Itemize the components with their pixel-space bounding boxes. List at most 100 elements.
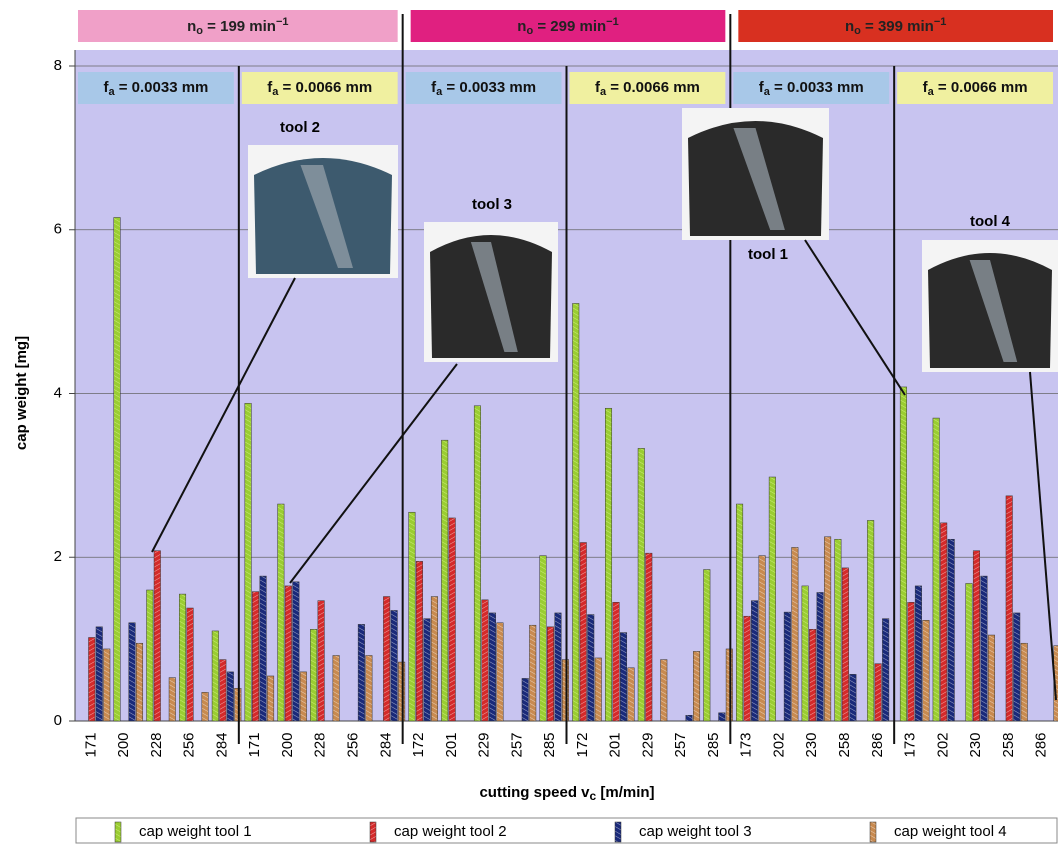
x-tick-label: 173 <box>738 732 755 757</box>
bar <box>932 417 940 722</box>
text: = 0.0066 mm <box>606 79 700 96</box>
x-tick-label: 230 <box>803 732 820 757</box>
x-tick-label: 229 <box>476 732 493 757</box>
bar <box>415 561 423 722</box>
bar <box>612 602 620 722</box>
bar <box>660 659 668 722</box>
bar <box>736 503 744 722</box>
bar <box>398 661 406 722</box>
feed-box <box>733 72 890 104</box>
bar <box>693 651 701 722</box>
bar <box>561 659 569 722</box>
x-tick-label: 257 <box>508 732 525 757</box>
bar <box>252 591 260 722</box>
bar <box>136 642 144 722</box>
bar <box>219 659 227 722</box>
tool-photo <box>248 145 398 278</box>
bar <box>758 555 766 722</box>
bar <box>357 624 365 722</box>
bar <box>824 536 832 722</box>
bar <box>521 678 529 722</box>
speed-group-box <box>78 10 398 42</box>
bar <box>448 517 456 722</box>
x-tick-label: 257 <box>672 732 689 757</box>
bar <box>751 600 759 722</box>
tool-photo <box>922 240 1058 372</box>
symbol: n <box>517 18 526 35</box>
x-tick-label: 172 <box>574 732 591 757</box>
bar <box>146 589 154 722</box>
bar <box>390 610 398 722</box>
legend-swatch <box>114 821 122 843</box>
x-tick-label: 284 <box>213 732 230 757</box>
feed-label: fa = 0.0033 mm <box>103 79 208 98</box>
legend-label: cap weight tool 4 <box>894 823 1007 840</box>
bar <box>572 303 580 722</box>
feed-box <box>897 72 1053 104</box>
symbol: n <box>845 18 854 35</box>
symbol: f <box>267 79 273 96</box>
bar <box>481 599 489 722</box>
bar <box>179 593 187 722</box>
x-tick-label: 285 <box>705 732 722 757</box>
bar <box>645 552 653 722</box>
legend-swatch <box>614 821 622 843</box>
text: = 399 min <box>861 18 934 35</box>
bar <box>299 671 307 722</box>
bar <box>259 575 267 722</box>
x-tick-label: 286 <box>869 732 886 757</box>
bar <box>310 629 318 722</box>
x-tick-label: 172 <box>410 732 427 757</box>
speed-group-label: no = 299 min−1 <box>517 16 618 37</box>
bar <box>605 407 613 722</box>
y-axis-title: cap weight [mg] <box>13 336 30 450</box>
subscript: a <box>764 86 771 98</box>
bar <box>234 688 242 722</box>
superscript: −1 <box>934 16 947 28</box>
legend-label: cap weight tool 1 <box>139 823 252 840</box>
text: cutting speed v <box>479 784 590 801</box>
subscript: o <box>526 25 533 37</box>
x-tick-label: 284 <box>377 732 394 757</box>
bar <box>809 629 817 722</box>
bar <box>972 550 980 722</box>
bar <box>907 602 915 722</box>
symbol: f <box>595 79 601 96</box>
x-tick-label: 285 <box>541 732 558 757</box>
y-tick-label: 2 <box>54 548 62 565</box>
bar <box>914 585 922 722</box>
bar <box>423 618 431 722</box>
text: = 0.0033 mm <box>770 79 864 96</box>
feed-box <box>569 72 726 104</box>
feed-box <box>78 72 234 104</box>
speed-group-label: no = 399 min−1 <box>845 16 946 37</box>
bar <box>408 511 416 722</box>
x-tick-label: 230 <box>967 732 984 757</box>
bar <box>496 622 504 722</box>
photo-highlight <box>470 242 518 352</box>
bar <box>801 585 809 722</box>
bar <box>539 555 547 722</box>
x-tick-label: 202 <box>934 732 951 757</box>
callout-line <box>289 363 458 584</box>
tool-photo <box>682 108 829 240</box>
bar <box>128 622 136 722</box>
bar <box>383 596 391 722</box>
bar <box>1020 642 1028 722</box>
text: = 199 min <box>203 18 276 35</box>
bar <box>554 612 562 722</box>
x-tick-label: 229 <box>639 732 656 757</box>
text: = 0.0033 mm <box>442 79 536 96</box>
subscript: a <box>272 86 279 98</box>
bar <box>899 386 907 722</box>
bar <box>546 626 554 722</box>
bar <box>743 615 751 722</box>
text: = 0.0066 mm <box>278 79 372 96</box>
speed-group-box <box>738 10 1053 42</box>
x-axis-title: cutting speed vc [m/min] <box>479 784 654 803</box>
y-tick-label: 0 <box>54 712 62 729</box>
x-tick-label: 171 <box>246 732 263 757</box>
symbol: f <box>431 79 437 96</box>
feed-label: fa = 0.0066 mm <box>595 79 700 98</box>
bar <box>703 569 711 722</box>
